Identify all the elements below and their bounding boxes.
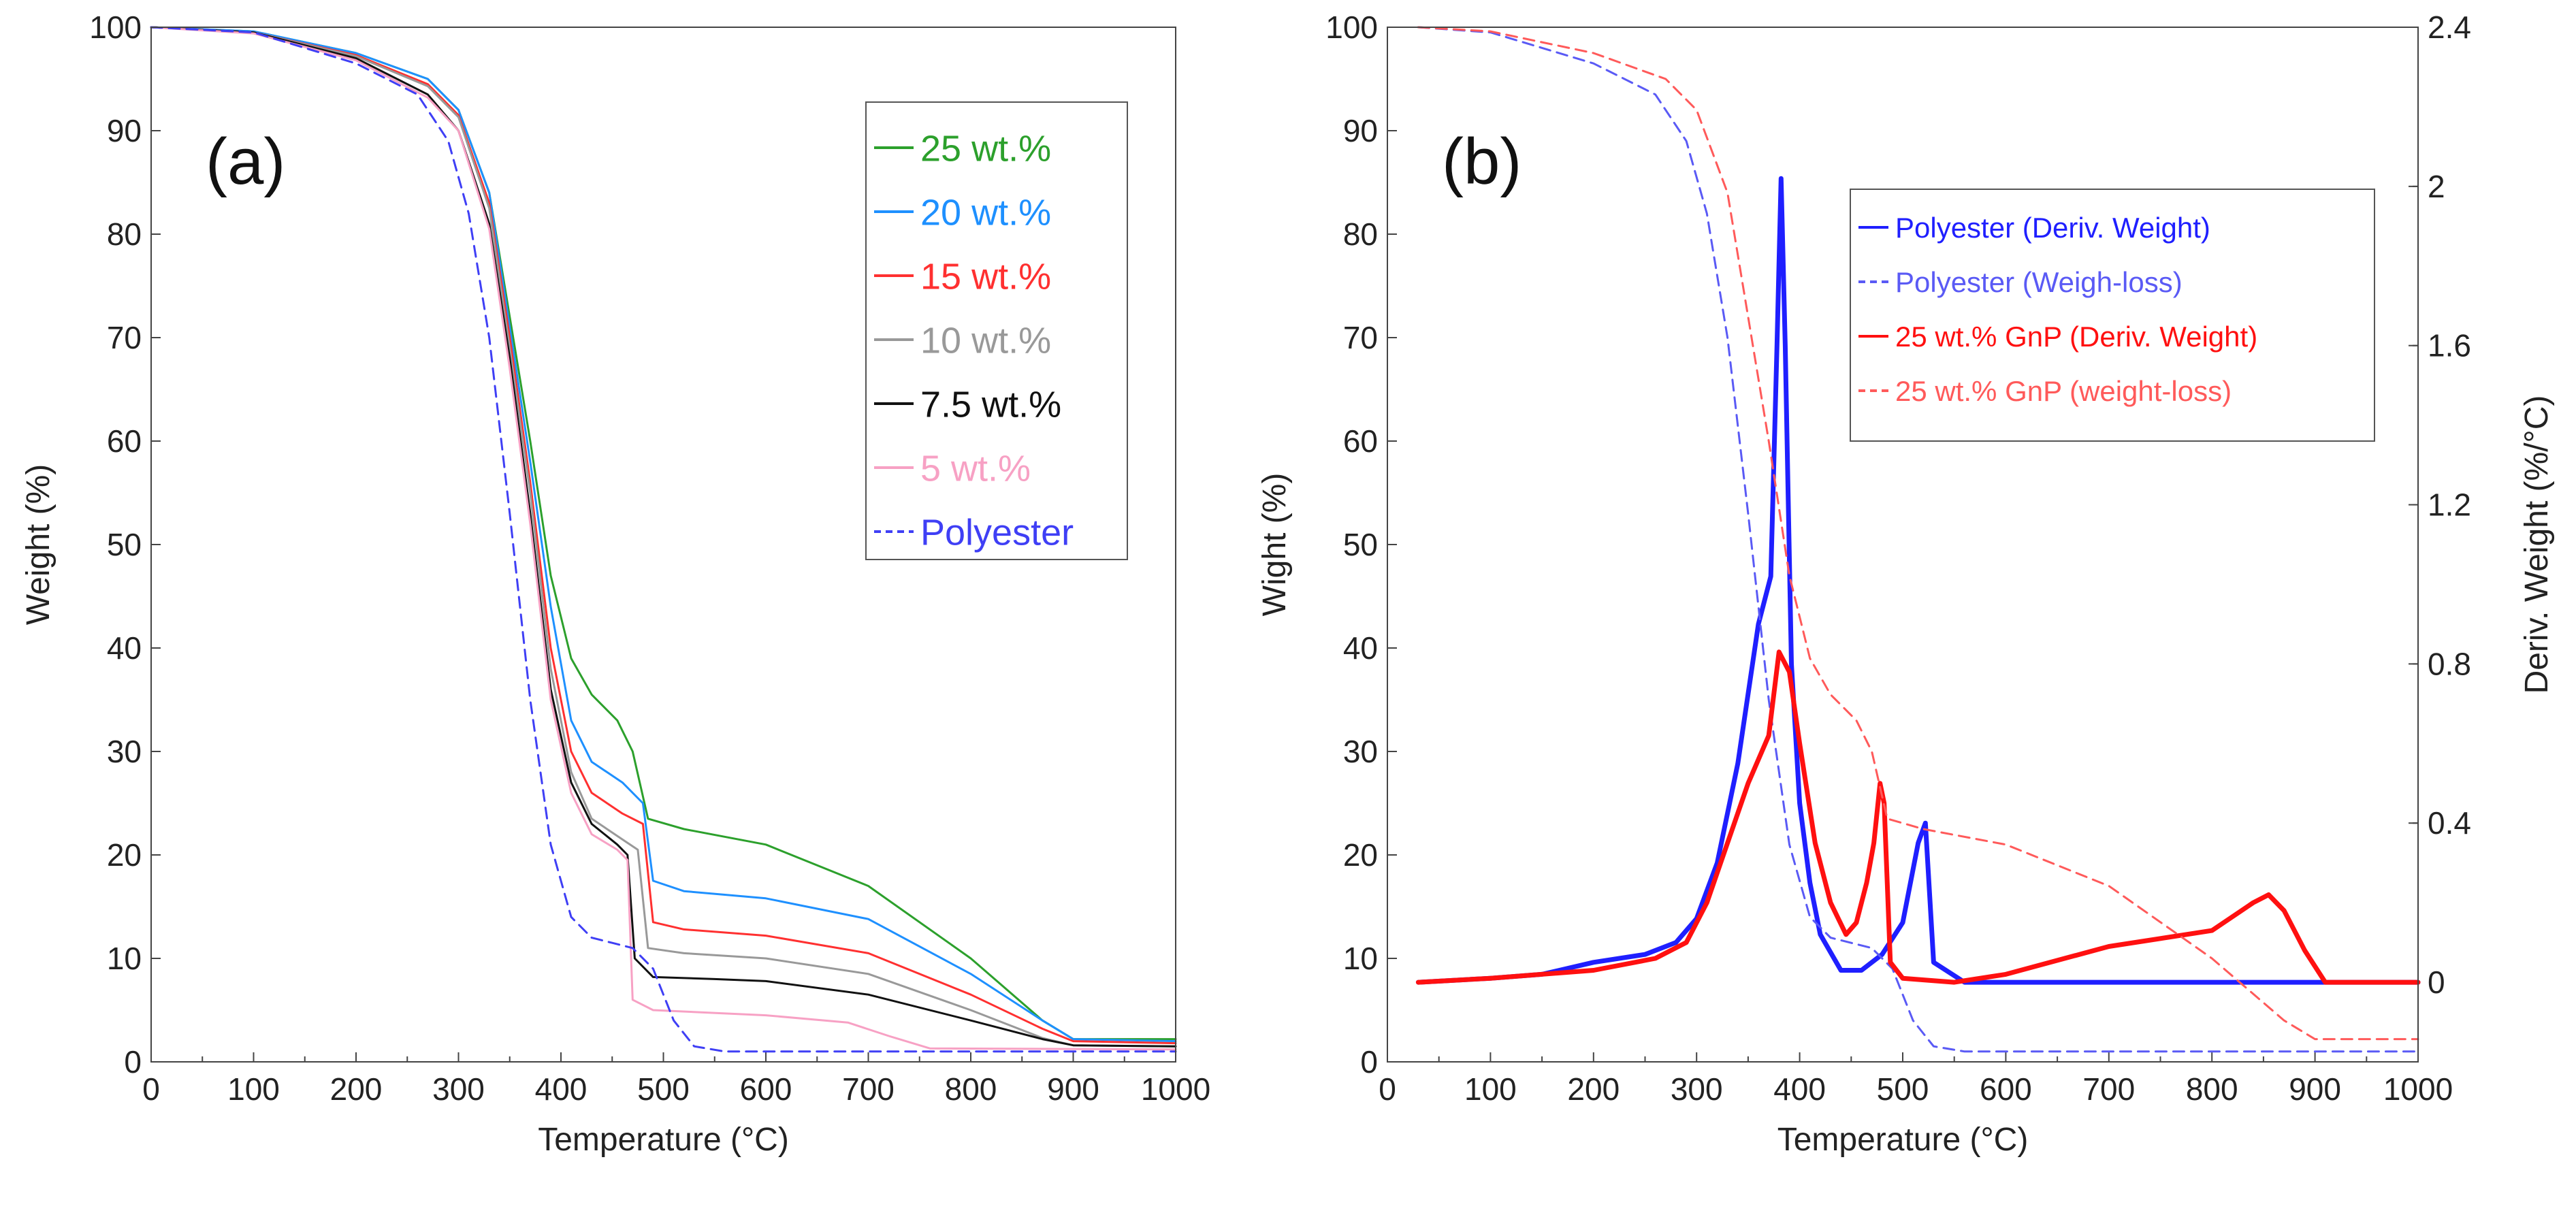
legend-label: 25 wt.% GnP (Deriv. Weight)	[1895, 321, 2257, 353]
series-line-5-wt-	[150, 26, 1177, 1051]
series-line-25-wt-gnp-weight-loss-	[1417, 26, 2419, 1041]
x-tick-label: 900	[2289, 1071, 2341, 1107]
y-tick-label: 90	[107, 113, 142, 148]
panel-b-chart: 0 100 200 300 400 500 600 700 800 900 1000 0102030…	[1257, 10, 2555, 1158]
panel-a-legend: 25 wt.% 20 wt.% 15 wt.% 10 wt.% 7.5 wt.% 5 wt…	[865, 101, 1128, 560]
panel-b-legend: Polyester (Deriv. Weight) Polyester (Weig…	[1850, 189, 2375, 442]
x-tick-label: 300	[432, 1071, 485, 1107]
y-tick-label: 20	[107, 837, 142, 873]
x-tick-label: 200	[330, 1071, 383, 1107]
x-tick-label: 1000	[2383, 1071, 2453, 1107]
legend-label: 7.5 wt.%	[920, 384, 1061, 425]
legend-box	[865, 101, 1128, 560]
y2-tick-label: 0	[2428, 965, 2445, 1000]
panel-b-ticks	[1387, 27, 2419, 1063]
series-line-polyester	[150, 26, 1177, 1053]
x-tick-label: 500	[1877, 1071, 1929, 1107]
y-tick-label: 70	[1343, 320, 1378, 355]
panel-a-series	[150, 26, 1177, 1053]
x-tick-label: 500	[637, 1071, 690, 1107]
panel-b-y-axis-label: Wight (%)	[1257, 473, 1293, 617]
y-tick-label: 50	[107, 527, 142, 562]
y-tick-label: 0	[124, 1044, 142, 1080]
y-tick-label: 70	[107, 320, 142, 355]
x-tick-label: 400	[535, 1071, 587, 1107]
x-tick-label: 200	[1567, 1071, 1620, 1107]
y-tick-label: 30	[1343, 734, 1378, 769]
panel-b-y2-axis-label: Deriv. Weight (%/°C)	[2519, 395, 2555, 694]
y2-tick-label: 1.6	[2428, 328, 2471, 363]
y2-tick-label: 2.4	[2428, 10, 2471, 45]
x-tick-label: 100	[1464, 1071, 1517, 1107]
legend-label: 25 wt.%	[920, 128, 1051, 169]
panel-a-y-axis-label: Weight (%)	[20, 464, 57, 626]
x-tick-label: 600	[740, 1071, 792, 1107]
y-tick-label: 60	[107, 423, 142, 459]
y-tick-label: 40	[1343, 630, 1378, 666]
legend-box	[1850, 189, 2375, 442]
x-tick-label: 400	[1773, 1071, 1826, 1107]
legend-label: 20 wt.%	[920, 192, 1051, 233]
y-tick-label: 100	[1325, 10, 1378, 45]
y-tick-label: 80	[1343, 216, 1378, 252]
legend-label: Polyester (Weigh-loss)	[1895, 266, 2183, 298]
y-tick-label: 40	[107, 630, 142, 666]
y-tick-label: 30	[107, 734, 142, 769]
x-tick-label: 600	[1980, 1071, 2032, 1107]
panel-b-series	[1415, 26, 2421, 1053]
y2-tick-label: 2	[2428, 169, 2445, 204]
y-tick-label: 20	[1343, 837, 1378, 873]
y-tick-label: 100	[89, 10, 142, 45]
x-tick-label: 800	[945, 1071, 997, 1107]
y-tick-label: 0	[1360, 1044, 1378, 1080]
panel-a-y-tick-labels: 0 10 20 30 40 50 60 70 80 90 100	[89, 10, 142, 1080]
panel-a-x-tick-labels: 0 100 200 300 400 500 600 700 800 900 1000	[142, 1071, 1210, 1107]
panel-a-chart: 0 100 200 300 400 500 600 700 800 900 1000 0 10 20 30…	[20, 10, 1210, 1158]
panel-b-x-tick-labels: 0 100 200 300 400 500 600 700 800 900 1000	[1379, 1071, 2453, 1107]
panel-b-y2-tick-labels: 0 0.4 0.8 1.2 1.6 2 2.4	[2428, 10, 2471, 1000]
y-tick-label: 10	[107, 941, 142, 976]
x-tick-label: 800	[2186, 1071, 2238, 1107]
legend-label: 25 wt.% GnP (weight-loss)	[1895, 375, 2232, 407]
y-tick-label: 90	[1343, 113, 1378, 148]
series-line-10-wt-	[150, 26, 1177, 1048]
x-tick-label: 1000	[1141, 1071, 1210, 1107]
legend-label: Polyester	[920, 512, 1074, 553]
legend-label: 15 wt.%	[920, 256, 1051, 297]
x-tick-label: 0	[142, 1071, 160, 1107]
y-tick-label: 80	[107, 216, 142, 252]
series-line-7-5-wt-	[150, 26, 1177, 1048]
panel-b-y-tick-labels: 0 10 20 30 40 50 60 70 80 90 100	[1325, 10, 1378, 1080]
series-line-15-wt-	[150, 26, 1177, 1045]
x-tick-label: 700	[842, 1071, 895, 1107]
legend-label: 10 wt.%	[920, 320, 1051, 361]
y-tick-label: 10	[1343, 941, 1378, 976]
panel-a-plot-frame	[150, 27, 1176, 1063]
x-tick-label: 0	[1379, 1071, 1396, 1107]
series-line-25-wt-gnp-deriv-weight-	[1415, 649, 2421, 985]
y-tick-label: 60	[1343, 423, 1378, 459]
panel-b-label: (b)	[1442, 125, 1522, 198]
series-line-polyester-deriv-weight-	[1415, 176, 2421, 985]
x-tick-label: 900	[1047, 1071, 1099, 1107]
x-tick-label: 700	[2082, 1071, 2135, 1107]
series-line-20-wt-	[150, 26, 1177, 1043]
x-tick-label: 100	[227, 1071, 280, 1107]
panel-a-x-axis-label: Temperature (°C)	[538, 1122, 789, 1158]
panel-a-label: (a)	[206, 125, 285, 198]
series-line-polyester-weigh-loss-	[1417, 26, 2419, 1053]
panel-b-x-axis-label: Temperature (°C)	[1777, 1122, 2029, 1158]
y2-tick-label: 0.4	[2428, 805, 2471, 841]
legend-label: 5 wt.%	[920, 448, 1031, 489]
y2-tick-label: 0.8	[2428, 646, 2471, 681]
legend-label: Polyester (Deriv. Weight)	[1895, 212, 2210, 244]
y2-tick-label: 1.2	[2428, 487, 2471, 523]
y-tick-label: 50	[1343, 527, 1378, 562]
x-tick-label: 300	[1671, 1071, 1723, 1107]
panel-b-plot-frame	[1387, 27, 2419, 1063]
